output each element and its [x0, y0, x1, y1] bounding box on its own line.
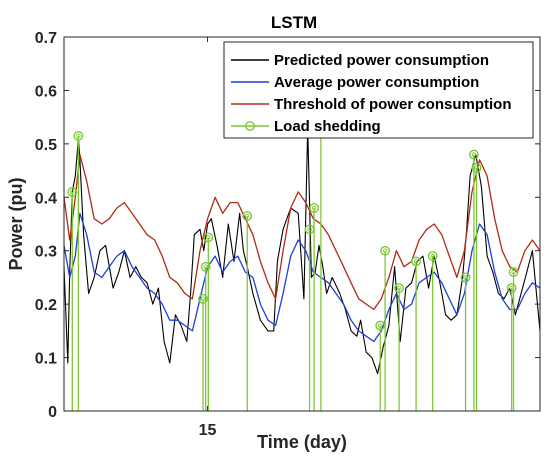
- load-shedding-marker-17: [506, 283, 517, 294]
- load-shedding-marker-dot-5: [244, 213, 250, 219]
- load-shedding-marker-2: [198, 293, 208, 304]
- load-shedding-marker-dot-14: [463, 275, 468, 280]
- y-tick-label: 0.6: [35, 83, 57, 100]
- load-shedding-marker-1: [73, 130, 84, 141]
- load-shedding-marker-7: [309, 203, 319, 213]
- load-shedding-marker-13: [427, 251, 438, 261]
- y-tick-label: 0: [48, 404, 57, 421]
- load-shedding-marker-dot-12: [413, 259, 419, 264]
- load-shedding-marker-12: [411, 256, 421, 267]
- plot-area: [63, 120, 541, 411]
- load-shedding-marker-dot-13: [430, 253, 435, 259]
- load-shedding-marker-dot-2: [200, 296, 206, 302]
- load-shedding-marker-3: [200, 261, 211, 272]
- x-tick-label: 15: [199, 422, 217, 439]
- load-shedding-marker-dot-18: [511, 269, 516, 275]
- load-shedding-marker-dot-16: [474, 165, 479, 171]
- load-shedding-marker-dot-4: [206, 235, 211, 240]
- legend-label-threshold-of-power-consumption: Threshold of power consumption: [274, 96, 512, 113]
- average-power-consumption-line: [63, 212, 541, 343]
- legend-marker-load-shedding: [245, 121, 255, 131]
- load-shedding-marker-10: [380, 245, 391, 256]
- threshold-of-power-consumption-line: [63, 153, 541, 311]
- y-tick-label: 0.1: [35, 351, 57, 368]
- legend-label-load-shedding: Load shedding: [274, 118, 381, 135]
- load-shedding-marker-18: [508, 267, 519, 277]
- load-shedding-marker-14: [460, 272, 471, 283]
- load-shedding-marker-dot-11: [396, 285, 402, 291]
- y-tick-label: 0.2: [35, 297, 57, 314]
- y-tick-label: 0.7: [35, 30, 57, 47]
- load-shedding-marker-11: [394, 283, 404, 294]
- load-shedding-marker-4: [203, 232, 214, 243]
- load-shedding-marker-0: [67, 187, 78, 197]
- load-shedding-marker-dot-15: [471, 152, 477, 157]
- load-shedding-marker-dot-3: [203, 264, 208, 269]
- load-shedding-marker-dot-6: [307, 227, 312, 232]
- load-shedding-marker-dot-7: [311, 205, 317, 211]
- legend-label-average-power-consumption: Average power consumption: [274, 74, 479, 91]
- legend: Predicted power consumption Average power…: [223, 41, 534, 139]
- load-shedding-marker-dot-0: [70, 189, 75, 195]
- load-shedding-marker-5: [242, 211, 253, 221]
- load-shedding-marker-dot-9: [377, 323, 383, 328]
- y-tick-label: 0.4: [35, 190, 57, 207]
- x-axis-label: Time (day): [257, 432, 347, 452]
- chart-title: LSTM: [271, 13, 317, 32]
- load-shedding-marker-dot-1: [76, 133, 81, 139]
- y-tick-label: 0.5: [35, 137, 57, 154]
- legend-label-predicted-power-consumption: Predicted power consumption: [274, 52, 489, 69]
- load-shedding-marker-15: [468, 149, 479, 160]
- load-shedding-marker-16: [471, 162, 482, 173]
- y-tick-label: 0.3: [35, 244, 57, 261]
- axes-ticks: 0 0.1 0.2 0.3 0.4 0.5 0.6 0.7 15: [35, 30, 540, 439]
- plot-frame: [63, 36, 541, 412]
- load-shedding-marker-dot-10: [382, 248, 388, 253]
- load-shedding-marker-9: [375, 320, 386, 331]
- y-axis-label: Power (pu): [6, 177, 26, 270]
- legend-box: [223, 41, 534, 139]
- predicted-power-consumption-line: [63, 127, 541, 375]
